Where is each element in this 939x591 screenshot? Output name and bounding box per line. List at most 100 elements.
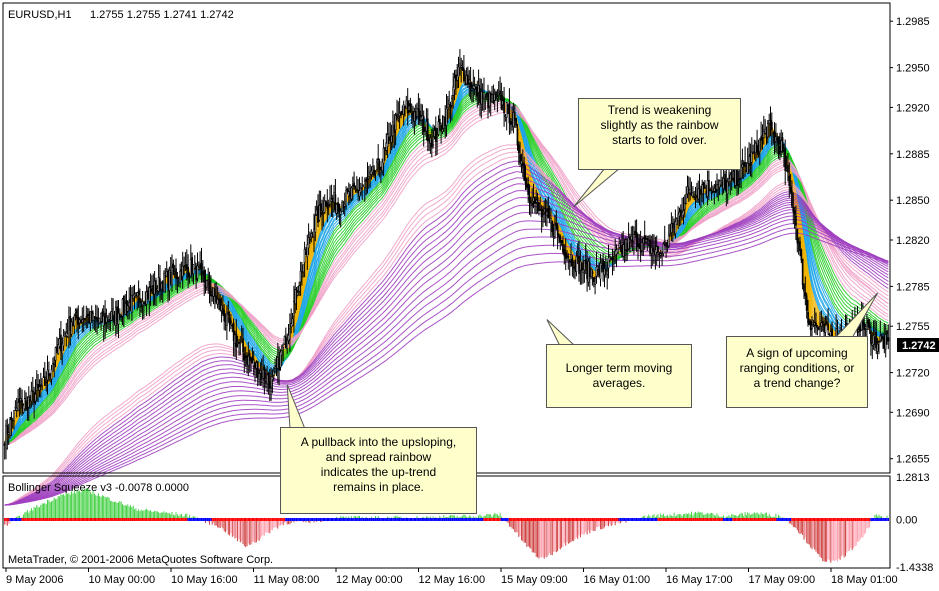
squeeze-dot: [523, 518, 525, 521]
candle-body: [124, 303, 126, 315]
candle-body: [729, 174, 732, 182]
candle-body: [608, 256, 611, 261]
squeeze-dot: [305, 518, 307, 521]
candle-body: [642, 238, 645, 244]
squeeze-dot: [785, 518, 788, 521]
squeeze-dot: [382, 518, 385, 521]
candle-body: [629, 239, 631, 242]
candle-body: [683, 203, 686, 210]
squeeze-dot: [756, 518, 758, 521]
candle-body: [766, 123, 769, 138]
squeeze-dot: [96, 518, 98, 521]
squeeze-dot: [25, 518, 27, 521]
price-tick-label: 1.2985: [896, 16, 930, 28]
candle-body: [80, 319, 82, 323]
candle-body: [394, 115, 397, 131]
squeeze-dot: [646, 518, 648, 521]
candle-body: [189, 259, 192, 277]
candle-body: [338, 204, 341, 213]
squeeze-dot: [546, 518, 548, 521]
price-tick-label: 1.2690: [896, 407, 930, 419]
squeeze-dot: [384, 518, 386, 521]
candle-body: [882, 336, 884, 340]
candle-body: [331, 197, 334, 203]
squeeze-dot: [424, 518, 426, 521]
candle-body: [753, 151, 756, 153]
candle-body: [661, 255, 663, 258]
squeeze-dot: [877, 518, 879, 521]
squeeze-dot: [353, 518, 355, 521]
candle-body: [819, 326, 821, 330]
candle-body: [123, 295, 125, 313]
candle-body: [570, 254, 572, 260]
ma-line: [4, 111, 889, 446]
candle-body: [51, 363, 54, 372]
candle-body: [732, 171, 734, 179]
ma-line: [4, 215, 889, 506]
candle-body: [579, 261, 582, 271]
squeeze-dot: [61, 518, 63, 521]
candle-body: [110, 311, 113, 321]
squeeze-dot: [793, 518, 796, 521]
candle-body: [730, 171, 733, 180]
candle-body: [535, 199, 538, 204]
squeeze-dot: [597, 518, 599, 521]
candle-body: [612, 251, 615, 257]
squeeze-dot: [120, 518, 122, 521]
squeeze-dot: [123, 518, 125, 521]
candle-body: [655, 246, 658, 254]
candle-body: [131, 294, 133, 313]
candle-body: [820, 322, 823, 327]
squeeze-dot: [218, 518, 220, 521]
candle-body: [572, 266, 575, 269]
squeeze-dot: [570, 518, 572, 521]
squeeze-dot: [32, 518, 34, 521]
squeeze-dot: [464, 518, 466, 521]
candle-body: [65, 332, 68, 337]
candle-body: [133, 294, 136, 297]
candle-body: [774, 136, 777, 142]
candle-body: [745, 170, 748, 172]
candle-body: [448, 99, 451, 105]
candle-body: [347, 191, 350, 197]
time-tick-label: 12 May 00:00: [336, 574, 403, 586]
squeeze-dot: [456, 518, 458, 521]
squeeze-dot: [689, 518, 691, 521]
candle-body: [165, 270, 168, 277]
squeeze-dot: [60, 518, 62, 521]
squeeze-dot: [753, 518, 756, 521]
squeeze-dot: [137, 518, 140, 521]
candle-body: [350, 187, 353, 200]
candle-body: [521, 162, 524, 167]
squeeze-dot: [847, 518, 849, 521]
candle-body: [159, 278, 161, 292]
candle-body: [559, 236, 562, 243]
squeeze-dot: [429, 518, 432, 521]
squeeze-dot: [741, 518, 743, 521]
squeeze-dot: [499, 518, 501, 521]
candle-body: [562, 243, 564, 253]
candle-body: [156, 288, 159, 291]
squeeze-dot: [20, 518, 22, 521]
candle-body: [345, 190, 347, 207]
candle-body: [690, 193, 693, 196]
squeeze-dot: [744, 518, 746, 521]
candle-body: [453, 77, 456, 91]
squeeze-dot: [184, 518, 186, 521]
candle-body: [491, 94, 493, 103]
squeeze-dot: [204, 518, 207, 521]
squeeze-dot: [239, 518, 241, 521]
squeeze-dot: [677, 518, 679, 521]
candle-body: [34, 393, 37, 402]
squeeze-dot: [266, 518, 268, 521]
squeeze-dot: [168, 518, 170, 521]
candle-body: [524, 177, 527, 184]
squeeze-dot: [267, 518, 270, 521]
candle-body: [278, 359, 281, 371]
candle-body: [247, 355, 250, 366]
squeeze-dot: [428, 518, 430, 521]
squeeze-dot: [175, 518, 177, 521]
squeeze-dot: [5, 518, 7, 521]
candle-body: [390, 135, 393, 143]
